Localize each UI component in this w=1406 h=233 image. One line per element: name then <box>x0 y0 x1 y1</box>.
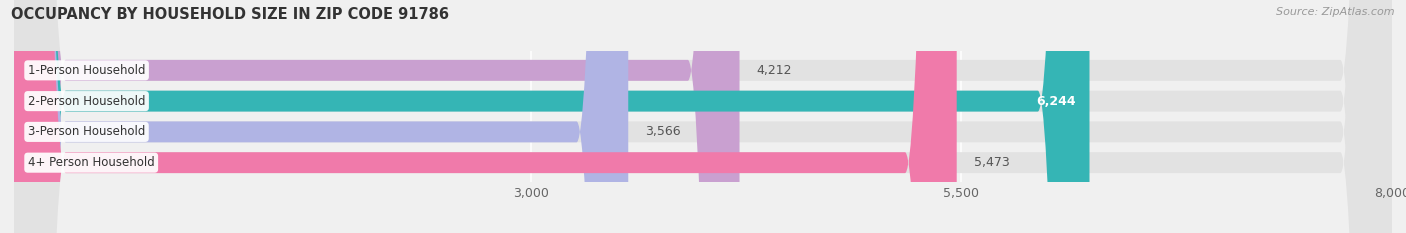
Text: 1-Person Household: 1-Person Household <box>28 64 145 77</box>
Text: 5,473: 5,473 <box>974 156 1010 169</box>
Text: 4+ Person Household: 4+ Person Household <box>28 156 155 169</box>
FancyBboxPatch shape <box>14 0 1090 233</box>
Text: OCCUPANCY BY HOUSEHOLD SIZE IN ZIP CODE 91786: OCCUPANCY BY HOUSEHOLD SIZE IN ZIP CODE … <box>11 7 450 22</box>
FancyBboxPatch shape <box>14 0 1392 233</box>
FancyBboxPatch shape <box>14 0 1392 233</box>
FancyBboxPatch shape <box>14 0 740 233</box>
Text: 6,244: 6,244 <box>1036 95 1076 108</box>
Text: 3-Person Household: 3-Person Household <box>28 125 145 138</box>
Text: Source: ZipAtlas.com: Source: ZipAtlas.com <box>1277 7 1395 17</box>
Text: 4,212: 4,212 <box>756 64 792 77</box>
FancyBboxPatch shape <box>14 0 956 233</box>
FancyBboxPatch shape <box>14 0 1392 233</box>
Text: 2-Person Household: 2-Person Household <box>28 95 145 108</box>
FancyBboxPatch shape <box>14 0 1392 233</box>
FancyBboxPatch shape <box>14 0 628 233</box>
Text: 3,566: 3,566 <box>645 125 681 138</box>
